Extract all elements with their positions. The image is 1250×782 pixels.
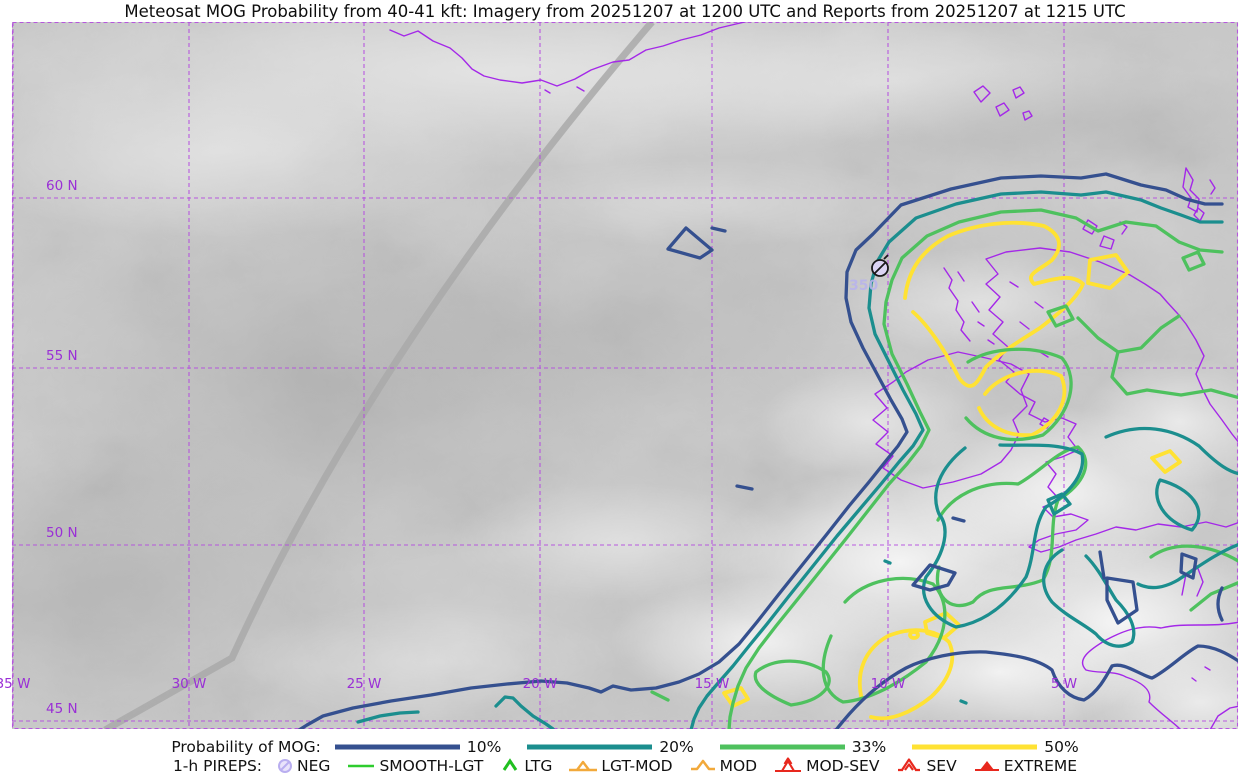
lat-label-50n: 50 N [46, 525, 78, 541]
sev-icon [898, 758, 921, 772]
coast-iceland [389, 22, 748, 87]
swatch-20pct-line [527, 744, 653, 750]
legend-item-label: SMOOTH-LGT [379, 757, 484, 775]
coast-faroes [973, 85, 1033, 121]
contour-33pct [650, 208, 1238, 729]
lat-label-45n: 45 N [46, 701, 78, 717]
swatch-50pct-line [912, 744, 1038, 750]
lon-label-15w: 15 W [695, 676, 730, 692]
map-figure: 350 60 N 55 N 50 N 45 N 35 W 30 W 25 W 2… [0, 21, 1239, 730]
legend-item-label: 10% [466, 738, 502, 756]
legend-item-mod: MOD [689, 757, 758, 775]
legend-item-extreme: EXTREME [973, 757, 1077, 775]
swath-seam-line [103, 22, 655, 729]
legend-item-sev: SEV [895, 757, 957, 775]
pirep-flight-level: 350 [849, 278, 878, 294]
lon-label-25w: 25 W [347, 676, 382, 692]
legend-item-ltg: LTG [499, 757, 552, 775]
legend-item-neg: NEG [276, 757, 330, 775]
lat-label-60n: 60 N [46, 178, 78, 194]
legend-item-label: MOD [719, 757, 758, 775]
mod-sev-icon [775, 757, 802, 773]
legend-probability-row: Probability of MOG: 10% 20% 33% 50% [171, 738, 1078, 756]
lgt-mod-icon [569, 760, 598, 772]
legend-item-label: EXTREME [1003, 757, 1078, 775]
page-title: Meteosat MOG Probability from 40-41 kft:… [124, 2, 1126, 21]
legend-item-33pct: 33% [719, 738, 887, 756]
lon-label-20w: 20 W [523, 676, 558, 692]
legend-item-10pct: 10% [334, 738, 502, 756]
legend-item-50pct: 50% [912, 738, 1079, 756]
coast-france [1081, 621, 1238, 729]
coastlines [389, 22, 1238, 729]
satellite-map: 350 60 N 55 N 50 N 45 N 35 W 30 W 25 W 2… [0, 21, 1250, 730]
lon-label-35w: 35 W [0, 676, 30, 692]
legend-item-20pct: 20% [527, 738, 694, 756]
grid-labels: 60 N 55 N 50 N 45 N 35 W 30 W 25 W 20 W … [0, 178, 1077, 717]
swatch-10pct-line [334, 744, 460, 750]
coast-great-britain-east [1129, 274, 1238, 443]
contour-10pct [297, 172, 1238, 729]
legend-item-label: MOD-SEV [806, 757, 880, 775]
legend-pireps-row: 1-h PIREPS: NEG SMOOTH-LGT LTG [173, 757, 1077, 775]
smooth-lgt-icon [348, 764, 375, 768]
extreme-icon [974, 761, 999, 771]
legend-item-label: 20% [659, 738, 694, 756]
coast-ireland [872, 351, 1030, 489]
lon-label-10w: 10 W [871, 676, 906, 692]
legend-item-mod-sev: MOD-SEV [773, 757, 879, 775]
legend-item-label: 33% [851, 738, 887, 756]
lon-label-30w: 30 W [172, 676, 207, 692]
legend-item-label: SEV [926, 757, 957, 775]
contour-20pct [356, 190, 1238, 729]
lat-label-55n: 55 N [46, 348, 78, 364]
ltg-icon [503, 758, 518, 771]
legend: Probability of MOG: 10% 20% 33% 50% 1-h … [0, 731, 1250, 782]
lon-label-5w: 5 W [1051, 676, 1077, 692]
mod-icon [690, 759, 715, 771]
coast-hebrides [943, 267, 980, 342]
coast-isle-of-man [1039, 417, 1052, 429]
legend-item-label: LGT-MOD [601, 757, 673, 775]
neg-icon [278, 759, 293, 773]
legend-item-label: NEG [297, 757, 331, 775]
legend-item-label: LTG [524, 757, 553, 775]
coast-biscay [1209, 705, 1238, 729]
satellite-imagery [12, 22, 1238, 729]
coast-great-britain-west [985, 247, 1238, 553]
legend-item-label: 50% [1044, 738, 1079, 756]
pireps-legend-label: 1-h PIREPS: [172, 757, 263, 775]
probability-legend-label: Probability of MOG: [171, 738, 321, 756]
legend-item-lgt-mod: LGT-MOD [568, 757, 673, 775]
swatch-33pct-line [719, 744, 845, 750]
legend-item-smooth-lgt: SMOOTH-LGT [346, 757, 483, 775]
latlon-grid [11, 21, 1239, 730]
pirep-neg-marker [871, 254, 889, 277]
contour-50pct [722, 220, 1182, 721]
